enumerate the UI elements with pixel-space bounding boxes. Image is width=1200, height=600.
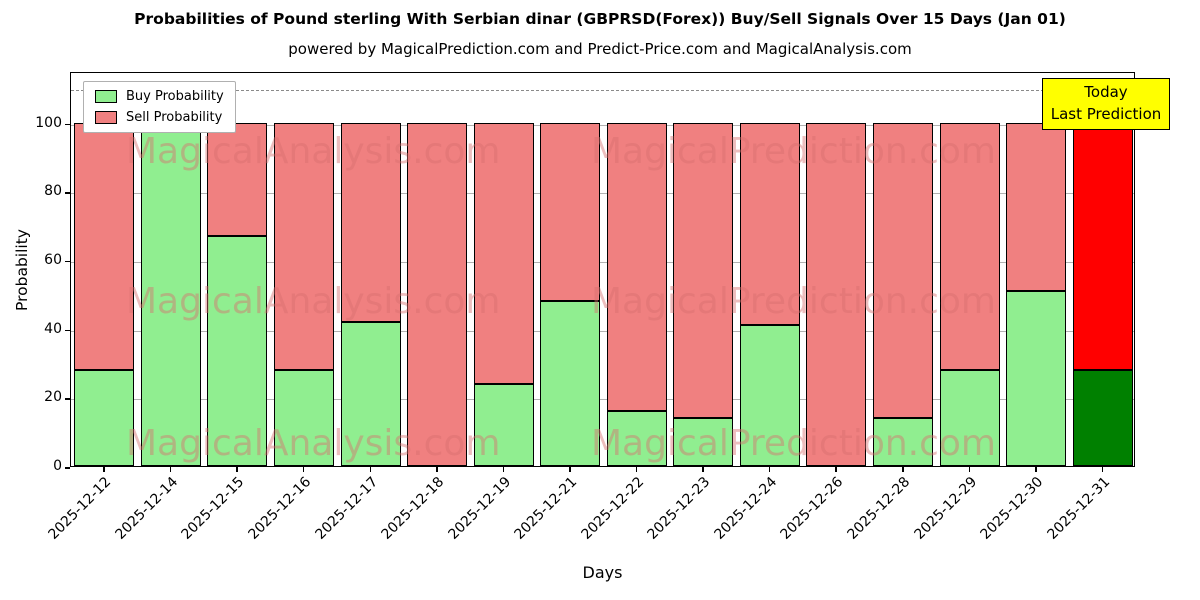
gridline xyxy=(71,193,1134,195)
x-tick-mark xyxy=(436,467,438,472)
y-tick-label: 40 xyxy=(44,320,62,337)
gridline xyxy=(71,399,1134,401)
gridline xyxy=(71,330,1134,332)
threshold-dashed-line xyxy=(71,90,1134,92)
x-tick-mark xyxy=(302,467,305,472)
x-tick-mark xyxy=(236,467,238,472)
bar-segment-buy xyxy=(273,369,334,466)
x-tick-mark xyxy=(1101,467,1104,472)
bar-segment-sell xyxy=(1006,122,1067,291)
x-axis-label: Days xyxy=(582,563,623,582)
y-tick-label: 20 xyxy=(44,389,62,406)
x-tick-mark xyxy=(369,467,372,472)
y-tick-mark xyxy=(65,192,70,194)
bar-segment-sell xyxy=(739,122,800,326)
bar-segment-buy xyxy=(340,321,401,466)
x-tick-mark xyxy=(169,467,172,472)
bar-segment-buy xyxy=(1006,290,1067,466)
x-tick-mark xyxy=(103,467,105,472)
legend: Buy Probability Sell Probability xyxy=(83,81,236,133)
chart-title: Probabilities of Pound sterling With Ser… xyxy=(134,10,1066,28)
legend-label: Sell Probability xyxy=(126,110,223,125)
bar-segment-buy xyxy=(1072,369,1133,466)
bar-segment-buy xyxy=(140,122,201,466)
bar-segment-buy xyxy=(739,325,800,466)
x-tick-mark xyxy=(768,467,771,472)
x-tick-mark xyxy=(902,467,904,472)
y-tick-mark xyxy=(65,260,70,263)
bar-segment-sell xyxy=(207,122,268,236)
bar-segment-sell xyxy=(806,122,867,466)
bar-segment-buy xyxy=(74,369,135,466)
legend-label: Buy Probability xyxy=(126,89,224,104)
bar-segment-sell xyxy=(407,122,468,466)
y-axis-label: Probability xyxy=(13,229,31,311)
x-tick-mark xyxy=(835,467,837,472)
bar-segment-buy xyxy=(606,411,667,466)
today-annotation-line2: Last Prediction xyxy=(1050,104,1162,123)
bar-segment-sell xyxy=(606,122,667,412)
legend-swatch-icon xyxy=(95,111,117,124)
bar-segment-sell xyxy=(340,122,401,322)
y-tick-label: 60 xyxy=(44,251,62,268)
y-tick-label: 100 xyxy=(35,114,62,131)
x-tick-mark xyxy=(968,467,971,472)
bar-segment-sell xyxy=(1072,122,1133,370)
bar-segment-buy xyxy=(673,417,734,466)
bar-segment-sell xyxy=(673,122,734,418)
bar-segment-buy xyxy=(540,301,601,466)
bar-segment-sell xyxy=(540,122,601,302)
x-tick-mark xyxy=(635,467,638,472)
bar-segment-sell xyxy=(273,122,334,370)
x-tick-mark xyxy=(702,467,704,472)
legend-entry: Sell Probability xyxy=(95,110,224,125)
y-tick-mark xyxy=(65,123,70,126)
bar-segment-buy xyxy=(473,383,534,466)
plot-area: MagicalAnalysis.com MagicalPrediction.com… xyxy=(70,72,1135,467)
chart-subtitle: powered by MagicalPrediction.com and Pre… xyxy=(288,40,912,58)
gridline xyxy=(71,124,1134,126)
bar-segment-sell xyxy=(939,122,1000,370)
y-tick-mark xyxy=(65,329,70,332)
bar-segment-buy xyxy=(873,417,934,466)
bar-segment-sell xyxy=(74,122,135,370)
x-tick-mark xyxy=(569,467,571,472)
legend-swatch-icon xyxy=(95,90,117,103)
x-tick-mark xyxy=(1035,467,1037,472)
legend-entry: Buy Probability xyxy=(95,89,224,104)
gridline xyxy=(71,261,1134,263)
today-annotation-box: Today Last Prediction xyxy=(1042,78,1170,130)
y-tick-label: 80 xyxy=(44,183,62,200)
bar-segment-buy xyxy=(939,369,1000,466)
y-tick-mark xyxy=(65,398,70,400)
bar-segment-sell xyxy=(473,122,534,384)
y-tick-mark xyxy=(65,467,70,469)
today-annotation-line1: Today xyxy=(1084,83,1128,101)
x-tick-mark xyxy=(502,467,505,472)
y-tick-label: 0 xyxy=(53,458,62,474)
bar-segment-buy xyxy=(207,235,268,466)
bar-segment-sell xyxy=(873,122,934,418)
